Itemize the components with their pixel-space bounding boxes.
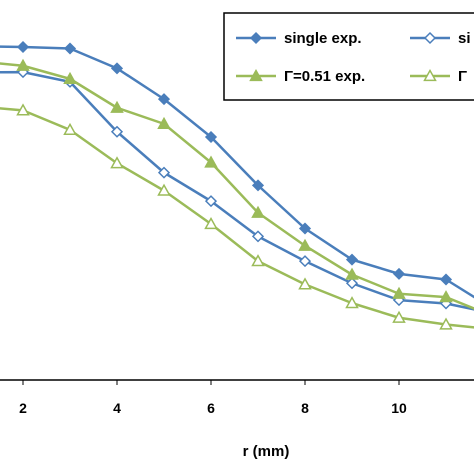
x-tick-label: 8 — [301, 400, 309, 416]
legend: single exp. si Γ=0.51 exp. Γ — [223, 12, 474, 101]
data-point — [439, 290, 453, 303]
data-point — [439, 273, 453, 286]
legend-label: si — [458, 30, 471, 47]
legend-marker — [423, 68, 437, 82]
legend-label: Γ=0.51 exp. — [284, 68, 365, 85]
data-point — [16, 103, 30, 116]
data-point — [298, 277, 312, 290]
axes: 2 4 6 8 10 — [0, 379, 474, 416]
data-point — [204, 155, 218, 168]
legend-label: single exp. — [284, 30, 362, 47]
legend-marker — [249, 68, 263, 82]
data-point — [345, 267, 359, 280]
data-point — [345, 296, 359, 309]
plot-area — [0, 40, 474, 330]
data-point — [110, 62, 124, 75]
data-point — [345, 253, 359, 266]
data-point — [251, 254, 265, 267]
legend-marker — [249, 31, 263, 45]
data-point — [251, 230, 265, 243]
data-point — [157, 116, 171, 130]
x-tick-label: 10 — [391, 400, 407, 416]
x-tick-label: 6 — [207, 400, 215, 416]
data-point — [392, 267, 406, 280]
data-point — [63, 71, 77, 85]
data-point — [157, 93, 171, 106]
data-point — [157, 166, 171, 179]
x-axis-title: r (mm) — [243, 443, 290, 460]
data-point — [157, 183, 171, 196]
legend-marker — [423, 31, 437, 45]
data-point — [204, 216, 218, 230]
data-point — [110, 156, 124, 169]
legend-label: Γ — [458, 68, 467, 85]
data-point — [298, 222, 312, 235]
data-point — [204, 130, 218, 144]
data-point — [251, 179, 265, 192]
data-point — [16, 40, 30, 54]
data-point — [392, 310, 406, 323]
data-point — [16, 58, 30, 71]
x-tick-label: 2 — [19, 400, 27, 416]
data-point — [298, 255, 312, 268]
data-point — [63, 122, 77, 136]
data-point — [110, 125, 124, 138]
data-point — [251, 205, 265, 218]
data-point — [110, 100, 124, 113]
data-point — [63, 42, 77, 55]
legend-box — [223, 12, 474, 101]
data-point — [204, 195, 218, 208]
data-point — [298, 238, 312, 251]
data-point — [439, 317, 453, 330]
data-point — [392, 286, 406, 299]
data-point — [345, 277, 359, 290]
x-tick-label: 4 — [113, 400, 121, 416]
